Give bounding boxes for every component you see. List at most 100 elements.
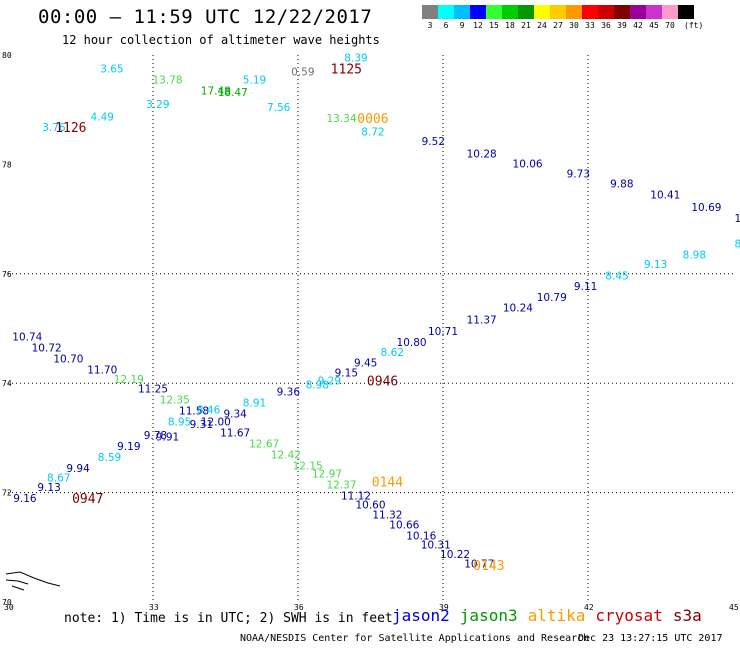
legend-label: 24	[537, 21, 547, 30]
wave-height-point: 8.59	[98, 452, 121, 464]
satellite-label: s3a	[672, 606, 702, 625]
legend-swatch	[550, 5, 566, 19]
pass-time-label: 0946	[367, 374, 398, 389]
wave-height-point: 9.11	[574, 281, 597, 293]
legend-swatch	[534, 5, 550, 19]
wave-height-point: 9.19	[117, 441, 140, 453]
wave-height-point: 17.48	[201, 86, 231, 98]
wave-height-point: 10.60	[355, 500, 385, 512]
wave-height-point: 9.13	[644, 259, 667, 271]
wave-height-point: 10.77	[464, 559, 494, 571]
legend-swatch	[502, 5, 518, 19]
satellite-label: altika	[527, 606, 586, 625]
wave-height-point: 10.69	[691, 202, 721, 214]
legend-label: 6	[443, 21, 449, 30]
wave-height-point: 12.67	[249, 438, 279, 450]
wave-height-point: 9.31	[190, 419, 213, 431]
legend-swatch	[662, 5, 678, 19]
legend-label: 21	[521, 21, 531, 30]
credit-line: NOAA/NESDIS Center for Satellite Applica…	[240, 633, 590, 644]
wave-height-point: 12.97	[312, 468, 342, 480]
wave-height-point: 10.41	[650, 189, 680, 201]
legend-label: 18	[505, 21, 515, 30]
legend-label: 45	[649, 21, 659, 30]
wave-height-point: 9.34	[223, 408, 247, 420]
wave-height-point: 12.19	[114, 374, 144, 386]
legend-label: 9	[459, 21, 465, 30]
y-tick-label: 72	[2, 489, 12, 498]
wave-height-point: 8.62	[381, 347, 404, 359]
x-tick-label: 39	[439, 603, 449, 612]
x-tick-label: 42	[584, 603, 594, 612]
timestamp: Dec 23 13:27:15 UTC 2017	[578, 633, 723, 644]
y-tick-label: 78	[2, 160, 12, 169]
wave-height-point: 8.39	[344, 53, 367, 65]
wave-height-point: 10.66	[389, 519, 419, 531]
wave-height-point: 9.78	[144, 430, 167, 442]
wave-height-point: 3.65	[100, 64, 123, 76]
wave-height-point: 11.12	[341, 490, 371, 502]
color-legend: 3 6 9 12 15 18 21 24 27 30 33 36 39 42 45 70 (ft)	[422, 5, 703, 30]
legend-label: 12	[473, 21, 483, 30]
wave-height-point: 11.67	[220, 427, 250, 439]
satellite-legend: jason2 jason3 altika cryosat s3a	[392, 606, 712, 625]
wave-height-point: 8.45	[605, 270, 628, 282]
wave-height-point: 8.98	[306, 379, 329, 391]
wave-height-point: 9.13	[37, 482, 60, 494]
wave-height-point: 8.72	[361, 127, 384, 139]
wave-height-point: 10.71	[428, 326, 458, 338]
pass-time-label: 1125	[331, 63, 362, 78]
wave-height-point: 4.49	[91, 111, 114, 123]
pass-time-label: 0947	[72, 492, 103, 507]
satellite-label: jason2	[392, 606, 450, 625]
legend-swatch	[614, 5, 630, 19]
wave-height-point: 11.37	[467, 315, 497, 327]
wave-height-point: 3.76	[42, 122, 66, 134]
wave-height-point: 9.15	[335, 367, 358, 379]
wave-height-point: 9.29	[318, 375, 341, 387]
satellite-label: jason3	[459, 606, 518, 625]
wave-height-point: 12.42	[271, 449, 301, 461]
wave-height-point: 8.98	[683, 250, 706, 262]
wave-height-point: 1	[734, 213, 740, 225]
wave-height-point: 10.06	[513, 158, 543, 170]
legend-label: 27	[553, 21, 563, 30]
legend-label: 42	[633, 21, 643, 30]
wave-height-point: 8.67	[47, 472, 70, 484]
legend-swatch	[422, 5, 438, 19]
wave-height-point: 9.52	[422, 136, 445, 148]
pass-time-label: 1126	[55, 121, 86, 136]
wave-height-point: 8.91	[243, 397, 266, 409]
wave-height-point: 10.70	[53, 354, 83, 366]
wave-height-point: 10.28	[467, 148, 497, 160]
legend-swatch	[518, 5, 534, 19]
coastline	[5, 571, 61, 591]
legend-label: 36	[601, 21, 611, 30]
wave-height-point: 9.73	[567, 169, 590, 181]
wave-height-point: 8.95	[168, 416, 191, 428]
legend-unit: (ft)	[684, 21, 704, 30]
wave-height-point: 12.15	[293, 460, 323, 472]
legend-swatch	[646, 5, 662, 19]
wave-height-point: 10.80	[397, 337, 427, 349]
legend-swatch	[582, 5, 598, 19]
wave-height-point: 12.00	[201, 416, 231, 428]
x-tick-label: 45	[729, 603, 739, 612]
pass-time-label: 0144	[372, 476, 403, 491]
x-tick-label: 30	[4, 603, 14, 612]
wave-height-point: 0.59	[291, 66, 314, 78]
wave-height-point: 18.47	[218, 87, 248, 99]
legend-label: 33	[585, 21, 595, 30]
legend-label: 30	[569, 21, 579, 30]
wave-height-point: 10.16	[406, 530, 436, 542]
wave-height-point: 10.79	[537, 292, 567, 304]
legend-swatch	[438, 5, 454, 19]
legend-swatch	[678, 5, 694, 19]
wave-height-point: 11.32	[372, 509, 402, 521]
wave-height-point: 7.56	[267, 102, 291, 114]
wave-height-point: 5.19	[243, 75, 266, 87]
wave-height-point: 9.16	[13, 493, 37, 505]
wave-height-point: 12.37	[326, 479, 356, 491]
pass-time-label: 0143	[473, 559, 504, 574]
